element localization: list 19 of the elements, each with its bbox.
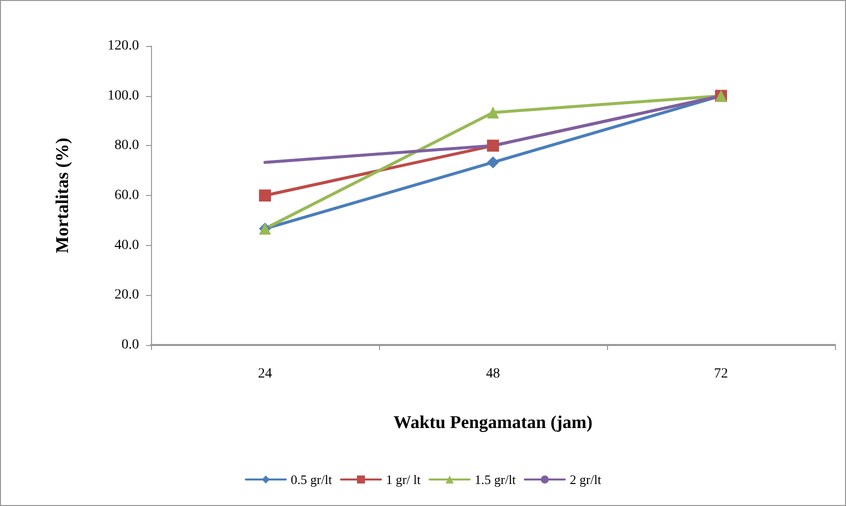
x-tick-label: 24 (258, 366, 272, 382)
y-tick-label: 120.0 (108, 38, 139, 54)
x-tick-label: 72 (714, 366, 728, 382)
y-tick-label: 0.0 (122, 338, 139, 352)
legend-label: 0.5 gr/lt (290, 472, 332, 487)
point (487, 140, 499, 152)
y-tick-label: 20.0 (114, 288, 139, 303)
x-axis-title: Waktu Pengamatan (jam) (394, 412, 592, 432)
point (487, 156, 499, 168)
y-tick-label: 40.0 (114, 238, 139, 253)
legend-label: 1 gr/ lt (386, 472, 422, 487)
y-tick-label: 80.0 (114, 138, 139, 154)
legend-label: 2 gr/lt (570, 472, 602, 487)
y-axis-title: Mortalitas (%) (52, 138, 72, 254)
legend-label: 1.5 gr/lt (474, 472, 516, 487)
x-tick-label: 48 (486, 366, 500, 382)
point (259, 190, 271, 202)
y-tick-label: 100.0 (108, 88, 139, 104)
y-tick-label: 60.0 (114, 188, 139, 203)
